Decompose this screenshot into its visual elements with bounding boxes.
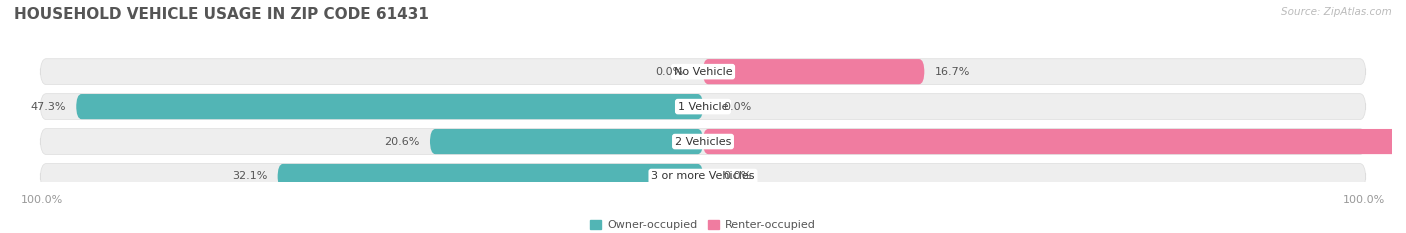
- Text: 16.7%: 16.7%: [935, 67, 970, 77]
- FancyBboxPatch shape: [76, 94, 703, 119]
- Text: 20.6%: 20.6%: [384, 137, 419, 147]
- Text: 2 Vehicles: 2 Vehicles: [675, 137, 731, 147]
- Text: 100.0%: 100.0%: [1343, 195, 1385, 205]
- Text: No Vehicle: No Vehicle: [673, 67, 733, 77]
- FancyBboxPatch shape: [703, 59, 924, 84]
- Text: 47.3%: 47.3%: [31, 102, 66, 112]
- Text: Source: ZipAtlas.com: Source: ZipAtlas.com: [1281, 7, 1392, 17]
- Legend: Owner-occupied, Renter-occupied: Owner-occupied, Renter-occupied: [586, 216, 820, 233]
- FancyBboxPatch shape: [41, 164, 1365, 189]
- FancyBboxPatch shape: [41, 129, 1365, 154]
- Text: HOUSEHOLD VEHICLE USAGE IN ZIP CODE 61431: HOUSEHOLD VEHICLE USAGE IN ZIP CODE 6143…: [14, 7, 429, 22]
- Text: 0.0%: 0.0%: [655, 67, 683, 77]
- FancyBboxPatch shape: [703, 129, 1406, 154]
- Text: 32.1%: 32.1%: [232, 171, 267, 182]
- FancyBboxPatch shape: [430, 129, 703, 154]
- FancyBboxPatch shape: [41, 94, 1365, 120]
- FancyBboxPatch shape: [41, 59, 1365, 85]
- Text: 100.0%: 100.0%: [21, 195, 63, 205]
- FancyBboxPatch shape: [277, 164, 703, 189]
- Text: 0.0%: 0.0%: [723, 102, 751, 112]
- Text: 1 Vehicle: 1 Vehicle: [678, 102, 728, 112]
- Text: 3 or more Vehicles: 3 or more Vehicles: [651, 171, 755, 182]
- Text: 0.0%: 0.0%: [723, 171, 751, 182]
